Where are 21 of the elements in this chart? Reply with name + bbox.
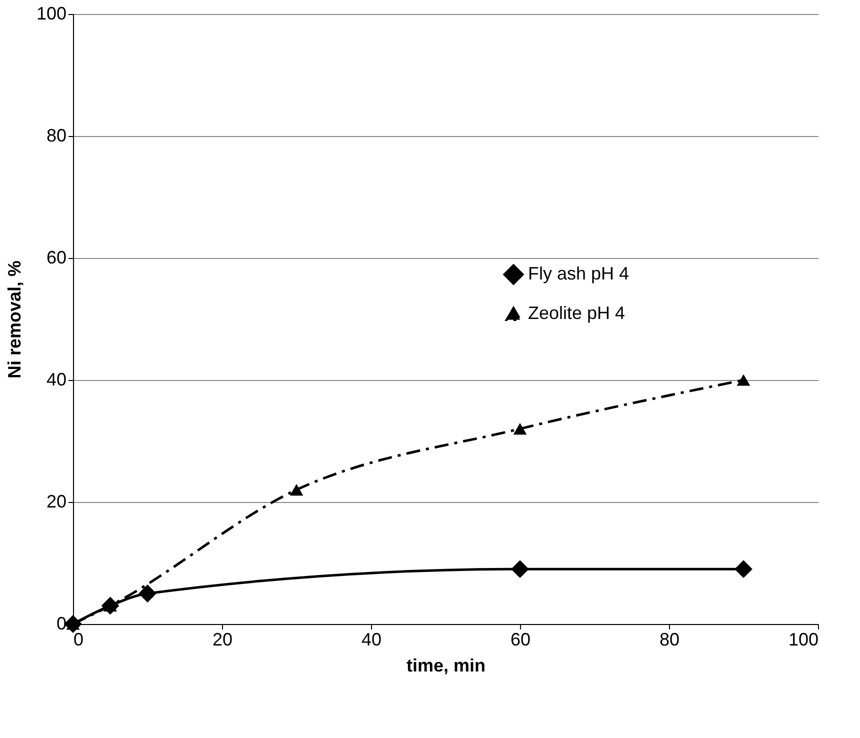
x-tick-label: 100: [788, 630, 818, 650]
point: [734, 560, 752, 578]
y-tick-label: 80: [46, 126, 66, 146]
x-axis-title: time, min: [406, 656, 486, 676]
point: [736, 374, 750, 386]
x-tick-label: 80: [659, 630, 680, 650]
x-tick-label: 20: [212, 630, 233, 650]
legend-label: Fly ash pH 4: [528, 264, 630, 284]
x-tick-label: 0: [74, 630, 84, 650]
point: [138, 584, 156, 602]
point: [290, 484, 304, 496]
y-tick-label: 40: [46, 370, 66, 390]
y-tick-label: 20: [46, 492, 66, 512]
x-tick-label: 40: [361, 630, 382, 650]
y-axis-title: Ni removal, %: [4, 260, 24, 379]
x-tick-label: 60: [510, 630, 531, 650]
point: [511, 560, 529, 578]
point: [513, 422, 527, 435]
y-tick-label: 100: [36, 4, 66, 24]
legend-label: Zeolite pH 4: [528, 303, 626, 323]
y-tick-label: 60: [46, 248, 66, 268]
